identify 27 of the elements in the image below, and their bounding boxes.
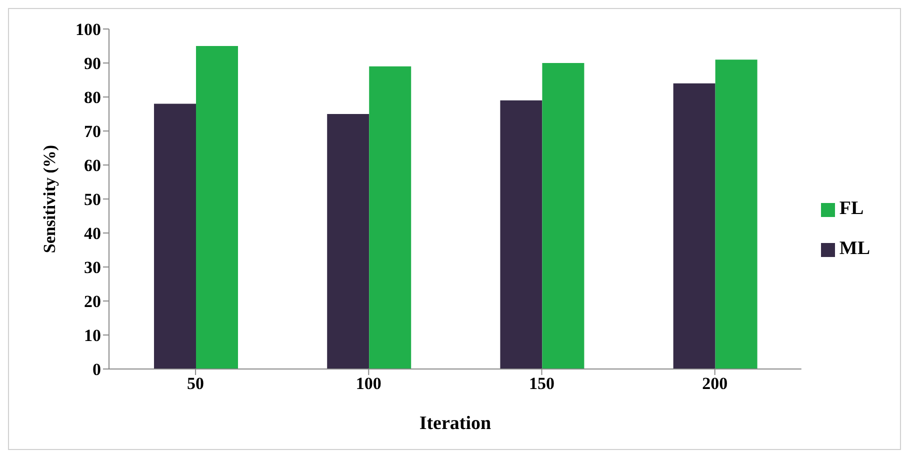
legend-label: ML <box>839 238 870 259</box>
x-tick-label: 200 <box>702 374 728 394</box>
x-tick-label: 50 <box>187 374 204 394</box>
bar <box>715 60 758 369</box>
y-tick-label: 40 <box>84 224 101 244</box>
bar <box>542 63 584 369</box>
y-tick-label: 20 <box>84 292 101 312</box>
y-tick-label: 30 <box>84 258 101 278</box>
bar <box>673 83 716 369</box>
y-tick-label: 60 <box>84 156 101 176</box>
x-axis-title: Iteration <box>419 413 492 434</box>
y-tick-label: 90 <box>84 54 101 74</box>
y-tick-label: 100 <box>76 20 101 40</box>
bar <box>327 114 370 369</box>
y-tick-label: 50 <box>84 190 101 210</box>
bar <box>500 100 542 369</box>
y-axis-title: Sensitivity (%) <box>40 144 60 254</box>
x-tick-label: 100 <box>356 374 382 394</box>
bar <box>154 104 196 369</box>
y-tick-label: 10 <box>84 326 101 346</box>
y-tick-label: 70 <box>84 122 101 142</box>
legend-label: FL <box>839 198 864 219</box>
bar <box>369 66 412 369</box>
y-tick-label: 0 <box>92 360 101 380</box>
bar <box>196 46 238 369</box>
x-tick-label: 150 <box>528 374 554 394</box>
y-tick-label: 80 <box>84 88 101 108</box>
